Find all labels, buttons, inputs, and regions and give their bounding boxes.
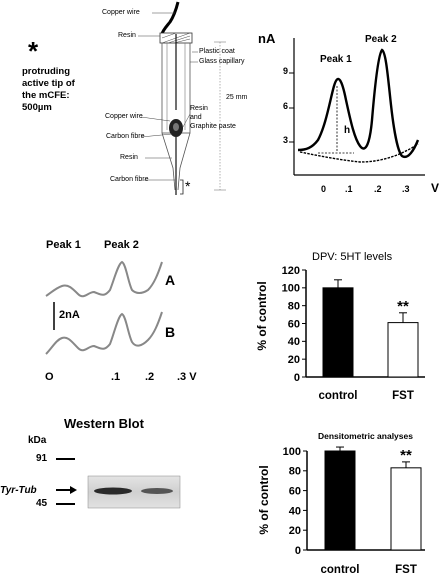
- bar-control: [324, 450, 356, 551]
- x-tick: .2: [374, 184, 382, 194]
- y-tick: 6: [283, 101, 289, 111]
- y-tick-label: 80: [288, 301, 300, 313]
- label-glass-capillary: Glass capillary: [199, 58, 245, 65]
- voltage-unit-label: V: [431, 181, 440, 195]
- trace-peak2-label: Peak 2: [104, 239, 139, 251]
- label-resin-bottom: Resin: [120, 154, 138, 161]
- x-tick: .1: [345, 184, 353, 194]
- label-carbon-fibre-mid: Carbon fibre: [106, 133, 145, 140]
- y-tick-label: 100: [283, 446, 301, 458]
- trace-x-tick: .3 V: [177, 371, 197, 383]
- label-resin-paste: and: [190, 114, 202, 121]
- y-tick-label: 0: [295, 545, 301, 557]
- tip-note-line: the mCFE:: [22, 90, 70, 101]
- current-unit-label: nA: [258, 31, 276, 46]
- tip-asterisk: *: [185, 178, 191, 194]
- category-label: FST: [395, 564, 417, 576]
- y-tick-label: 40: [289, 505, 301, 517]
- tip-note-line: 500µm: [22, 102, 52, 113]
- category-label: control: [319, 390, 358, 402]
- y-tick-label: 100: [282, 283, 300, 295]
- kda-label: kDa: [28, 435, 47, 446]
- label-resin-top: Resin: [118, 32, 136, 39]
- x-tick: 0: [321, 184, 327, 194]
- dpv-y-axis-label: % of control: [255, 281, 269, 350]
- densitometric-chart-title: Densitometric analyses: [318, 431, 413, 441]
- bar-fst: [390, 467, 422, 551]
- y-tick-label: 120: [282, 265, 300, 277]
- trace-a-label: A: [165, 272, 176, 288]
- y-tick-label: 80: [289, 466, 301, 478]
- trace-b-label: B: [165, 324, 176, 340]
- label-plastic-coat: Plastic coat: [199, 48, 235, 55]
- label-resin-paste: Graphite paste: [190, 123, 236, 130]
- label-carbon-fibre-bottom: Carbon fibre: [110, 176, 149, 183]
- trace-x-tick: .1: [111, 371, 121, 383]
- y-tick-label: 40: [288, 336, 300, 348]
- significance-marker: **: [397, 298, 409, 315]
- y-tick: 9: [283, 66, 289, 76]
- traces-plot: [45, 260, 163, 355]
- y-tick-label: 20: [289, 525, 301, 537]
- dpv-chart-title: DPV: 5HT levels: [312, 251, 393, 263]
- marker-91-label: 91: [36, 453, 48, 464]
- protein-label: Tyr-Tub: [0, 485, 37, 496]
- fst-band: [141, 488, 173, 494]
- trace-x-tick: .2: [145, 371, 155, 383]
- trace-peak1-label: Peak 1: [46, 239, 81, 251]
- asterisk-marker: *: [28, 36, 39, 66]
- y-tick-label: 0: [294, 372, 300, 384]
- voltammogram-plot: [289, 38, 425, 176]
- label-copper-wire-top: Copper wire: [102, 9, 140, 16]
- y-tick-label: 60: [288, 318, 300, 330]
- western-blot-title: Western Blot: [64, 416, 144, 431]
- label-resin-paste: Resin: [190, 105, 208, 112]
- marker-45-label: 45: [36, 498, 48, 509]
- peak2-label: Peak 2: [365, 34, 397, 45]
- height-label: h: [344, 125, 351, 136]
- western-blot-image: [56, 458, 181, 509]
- scale-bar-label: 2nA: [59, 309, 80, 321]
- category-label: FST: [392, 390, 414, 402]
- category-label: control: [321, 564, 360, 576]
- x-tick: .3: [402, 184, 410, 194]
- tip-note-line: active tip of: [22, 78, 75, 89]
- control-band: [94, 487, 132, 495]
- significance-marker: **: [400, 447, 412, 464]
- label-copper-wire-mid: Copper wire: [105, 113, 143, 120]
- label-length: 25 mm: [226, 94, 248, 101]
- trace-x-tick: O: [45, 371, 54, 383]
- bar-control: [322, 287, 354, 378]
- tip-note-line: protruding: [22, 66, 71, 77]
- y-tick: 3: [283, 135, 289, 145]
- densitometric-y-axis-label: % of control: [257, 465, 271, 534]
- y-tick-label: 20: [288, 354, 300, 366]
- y-tick-label: 60: [289, 485, 301, 497]
- peak1-label: Peak 1: [320, 54, 352, 65]
- electrode-drawing: [138, 1, 226, 195]
- tip-note: protruding active tip of the mCFE: 500µm: [22, 66, 75, 114]
